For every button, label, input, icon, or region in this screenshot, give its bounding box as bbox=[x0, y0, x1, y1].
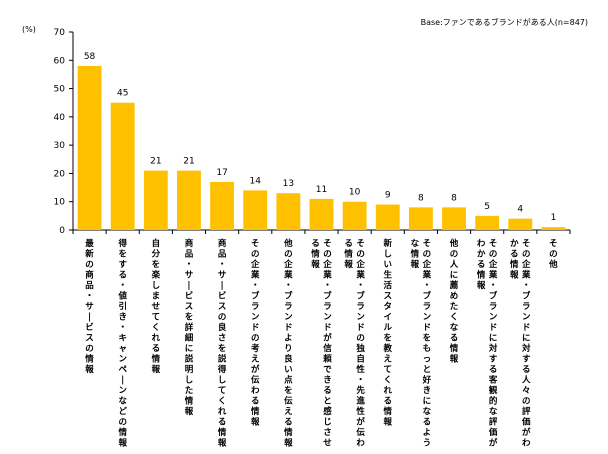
category-label: 商品・サ|ビスを詳細に説明した情報 bbox=[184, 238, 194, 417]
data-label: 14 bbox=[250, 176, 262, 186]
data-label: 4 bbox=[517, 205, 523, 215]
data-label: 8 bbox=[418, 193, 424, 203]
category-label: その企業・ブランドに対する客観的な評価がわかる情報 bbox=[476, 239, 498, 449]
bar bbox=[541, 227, 566, 230]
unit-label: (%) bbox=[22, 25, 36, 34]
data-label: 21 bbox=[183, 157, 194, 167]
category-label: 他の企業・ブランドより良い点を伝える情報 bbox=[283, 238, 293, 449]
data-label: 5 bbox=[484, 202, 490, 212]
bar bbox=[508, 218, 533, 230]
bar bbox=[442, 207, 466, 230]
bar bbox=[110, 102, 135, 230]
bar bbox=[309, 198, 334, 230]
bar bbox=[243, 190, 268, 230]
bar bbox=[177, 170, 201, 230]
category-label: 得をする・値引き・キャンペ|ンなどの情報 bbox=[117, 238, 127, 449]
data-label: 58 bbox=[84, 52, 96, 62]
category-label: 最新の商品・サ|ビスの情報 bbox=[84, 238, 94, 375]
data-label: 8 bbox=[451, 193, 457, 203]
data-label: 13 bbox=[283, 179, 294, 189]
category-label: その企業・ブランドに対する人々の評価がわかる情報 bbox=[509, 239, 531, 449]
bar bbox=[210, 181, 235, 230]
category-labels: 最新の商品・サ|ビスの情報 得をする・値引き・キャンペ|ンなどの情報 自分を楽しませ… bbox=[84, 238, 558, 449]
category-label: その企業・ブランドの考えが伝わる情報 bbox=[250, 239, 260, 428]
category-label: 自分を楽しませてくれる情報 bbox=[151, 238, 161, 375]
category-label: その他 bbox=[548, 239, 558, 270]
category-label: その企業・ブランドが信頼できると感じさせる情報 bbox=[310, 239, 332, 449]
y-tick-label: 60 bbox=[54, 56, 66, 66]
y-tick-label: 40 bbox=[54, 113, 66, 123]
y-tick-label: 50 bbox=[54, 85, 66, 95]
data-label: 17 bbox=[216, 168, 227, 178]
y-tick-label: 70 bbox=[54, 28, 66, 38]
bar bbox=[77, 65, 102, 230]
bar bbox=[143, 170, 168, 230]
bar bbox=[276, 193, 301, 230]
y-tick-label: 10 bbox=[54, 198, 66, 208]
category-label: その企業・ブランドをもっと好きになるような情報 bbox=[410, 239, 432, 449]
bar bbox=[475, 215, 500, 230]
y-tick-label: 20 bbox=[54, 169, 66, 179]
category-label: その企業・ブランドの独自性・先進性が伝わる情報 bbox=[343, 239, 365, 449]
data-label: 11 bbox=[316, 185, 327, 195]
bars bbox=[77, 65, 566, 230]
category-label: 他の人に薦めたくなる情報 bbox=[449, 238, 459, 365]
data-label: 45 bbox=[117, 89, 128, 99]
category-label: 商品・サ|ビスの良さを説得してくれる情報 bbox=[217, 238, 227, 449]
data-label: 9 bbox=[385, 191, 391, 201]
data-labels: 58 45 21 21 17 14 13 11 10 9 8 8 5 4 1 bbox=[84, 52, 556, 223]
bar bbox=[375, 204, 400, 230]
data-label: 1 bbox=[551, 213, 557, 223]
category-label: 新しい生活スタイルを教えてくれる情報 bbox=[383, 238, 393, 428]
y-tick-label: 0 bbox=[59, 226, 65, 236]
y-tick-label: 30 bbox=[54, 141, 66, 151]
bar bbox=[408, 207, 433, 230]
data-label: 21 bbox=[150, 157, 161, 167]
base-note: Base:ファンであるブランドがある人(n=847) bbox=[421, 17, 588, 27]
data-label: 10 bbox=[349, 188, 361, 198]
bar bbox=[342, 201, 367, 230]
